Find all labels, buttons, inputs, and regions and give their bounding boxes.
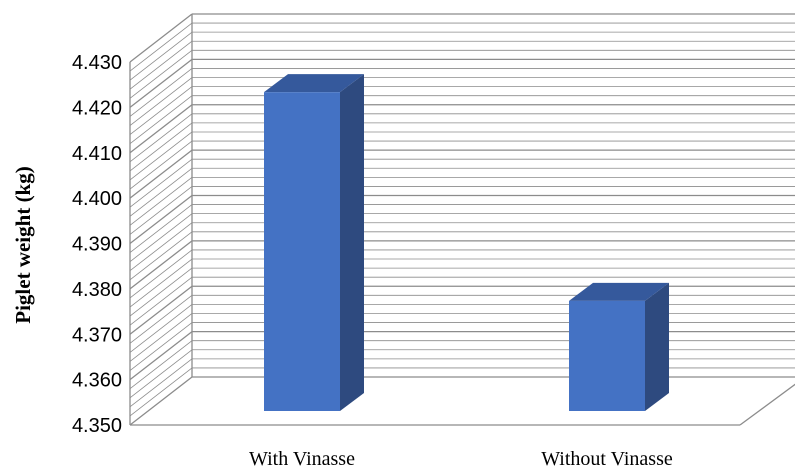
minor-gridline-side (129, 22, 193, 72)
bar-with-vinasse (264, 74, 364, 412)
bar-top-face (264, 74, 364, 93)
x-category-label: With Vinasse (249, 448, 355, 470)
y-axis-tick-labels: 4.350 4.360 4.370 4.380 4.390 4.400 4.410 4.420… (72, 52, 122, 437)
chart-gridlines (129, 13, 795, 426)
major-gridline-side (129, 285, 193, 335)
bar-top-face (569, 282, 669, 301)
y-tick-label: 4.370 (72, 324, 122, 346)
major-gridline-side (129, 331, 193, 381)
major-gridline-side (129, 13, 193, 63)
y-tick-label: 4.360 (72, 370, 122, 392)
minor-gridline-side (129, 367, 193, 417)
minor-gridline-side (129, 140, 193, 190)
major-gridline-side (129, 240, 193, 290)
y-tick-label: 4.350 (72, 415, 122, 437)
x-axis-category-labels: With Vinasse Without Vinasse (249, 448, 673, 470)
bar-side-face (645, 282, 669, 411)
major-gridline-side (129, 58, 193, 108)
chart-bars (264, 74, 669, 412)
minor-gridline-side (129, 304, 193, 353)
minor-gridline-side (129, 40, 193, 90)
minor-gridline-side (129, 186, 193, 235)
minor-gridline-side (129, 340, 193, 390)
floor-right-edge (739, 383, 795, 426)
bar-without-vinasse (569, 282, 669, 411)
minor-gridline-side (129, 258, 193, 308)
y-tick-label: 4.380 (72, 279, 122, 301)
y-tick-label: 4.390 (72, 234, 122, 256)
minor-gridline-side (129, 49, 193, 99)
major-gridline-side (129, 104, 193, 154)
minor-gridline-side (129, 295, 193, 344)
minor-gridline-side (129, 31, 193, 81)
y-tick-label: 4.400 (72, 188, 122, 210)
y-tick-label: 4.410 (72, 143, 122, 165)
minor-gridline-side (129, 349, 193, 399)
bar-side-face (340, 74, 364, 412)
major-gridline-side (129, 149, 193, 199)
minor-gridline-side (129, 113, 193, 163)
minor-gridline-side (129, 167, 193, 217)
bar-front-face (264, 92, 340, 412)
minor-gridline-side (129, 276, 193, 326)
y-axis-title: Piglet weight (kg) (11, 166, 35, 323)
minor-gridline-side (129, 313, 193, 362)
x-category-label: Without Vinasse (541, 448, 673, 470)
y-tick-label: 4.420 (72, 97, 122, 119)
minor-gridline-side (129, 122, 193, 172)
minor-gridline-side (129, 322, 193, 371)
minor-gridline-side (129, 95, 193, 144)
major-gridline-side (129, 194, 193, 245)
bar-front-face (569, 300, 645, 411)
minor-gridline-side (129, 358, 193, 408)
minor-gridline-side (129, 213, 193, 262)
minor-gridline-side (129, 222, 193, 272)
minor-gridline-side (129, 249, 193, 299)
minor-gridline-side (129, 77, 193, 126)
minor-gridline-side (129, 158, 193, 208)
minor-gridline-side (129, 86, 193, 135)
y-tick-label: 4.430 (72, 52, 122, 74)
major-gridline-side (129, 376, 193, 426)
minor-gridline-side (129, 131, 193, 181)
minor-gridline-side (129, 68, 193, 117)
minor-gridline-side (129, 177, 193, 226)
minor-gridline-side (129, 204, 193, 253)
minor-gridline-side (129, 231, 193, 281)
minor-gridline-side (129, 267, 193, 317)
